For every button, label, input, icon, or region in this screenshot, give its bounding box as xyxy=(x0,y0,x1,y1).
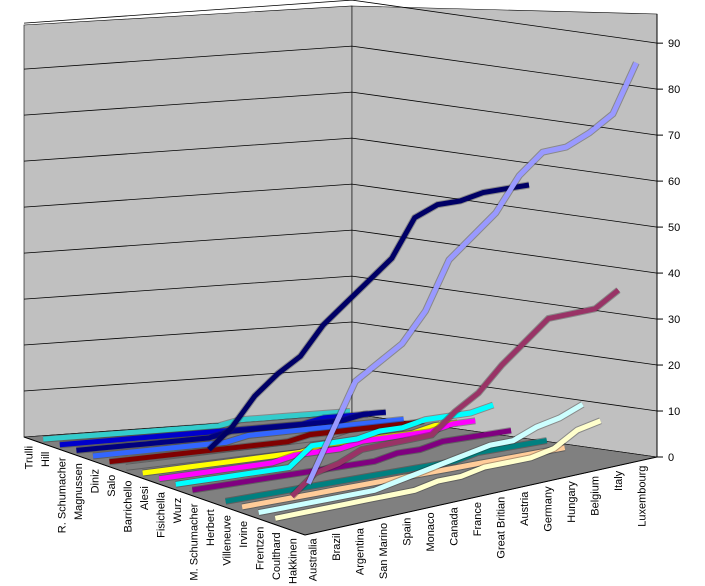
series-ribbon-hakkinen xyxy=(305,61,640,486)
driver-label: M. Schumacher xyxy=(189,503,201,580)
driver-label: Hill xyxy=(40,452,52,467)
category-label: Spain xyxy=(402,518,414,546)
series-line xyxy=(92,416,404,459)
category-label: Great Britian xyxy=(495,497,507,559)
category-label: Luxembourg xyxy=(636,466,648,527)
series-ribbon-trulli xyxy=(42,408,351,443)
series-ribbon-herbert xyxy=(224,437,548,505)
driver-label: Frentzen xyxy=(255,527,267,570)
series-ribbon-hill xyxy=(59,410,369,449)
series-line xyxy=(225,438,548,504)
series-line xyxy=(43,409,351,442)
driver-label: Alesi xyxy=(139,486,151,510)
gridline xyxy=(23,321,658,366)
value-tick-label: 80 xyxy=(668,84,680,96)
series-line xyxy=(290,288,620,499)
series-line xyxy=(258,402,584,516)
driver-label: Coulthard xyxy=(271,532,283,580)
gridline xyxy=(23,275,658,320)
gridline xyxy=(23,91,658,136)
value-tick-label: 0 xyxy=(668,452,674,464)
value-axis: 0 10 20 30 40 50 60 70 80 90 xyxy=(656,14,680,464)
value-tick-label: 70 xyxy=(668,130,680,142)
category-label: Canada xyxy=(449,506,461,545)
series-layer xyxy=(42,61,640,522)
category-label: Belgium xyxy=(589,476,601,516)
driver-label: Trulli xyxy=(23,446,35,469)
category-axis-line xyxy=(304,456,658,536)
category-label: Hungary xyxy=(566,481,578,523)
gridline xyxy=(23,0,658,44)
series-ribbon-magnussen xyxy=(92,415,405,460)
gridline xyxy=(23,45,658,90)
driver-label: Magnussen xyxy=(73,463,85,520)
series-line xyxy=(192,428,512,493)
series-line xyxy=(158,418,476,482)
driver-label: Irvine xyxy=(238,521,250,548)
category-label: San Marino xyxy=(378,523,390,579)
series-axis-line xyxy=(23,436,306,536)
series-line xyxy=(207,182,530,452)
category-label: Germany xyxy=(542,486,554,532)
value-tick-label: 50 xyxy=(668,222,680,234)
value-tick-label: 10 xyxy=(668,406,680,418)
gridline xyxy=(23,183,658,228)
gridline xyxy=(23,367,658,412)
driver-label: Barrichello xyxy=(122,480,134,532)
series-ribbon-fisichella xyxy=(175,401,495,488)
category-label: France xyxy=(472,502,484,536)
category-label: Brazil xyxy=(331,533,343,561)
driver-label: Hakkinen xyxy=(288,538,300,584)
category-label: Australia xyxy=(308,538,320,582)
category-label: Austria xyxy=(519,491,531,526)
value-tick-label: 60 xyxy=(668,176,680,188)
gridlines xyxy=(23,0,658,412)
driver-label: Wurz xyxy=(172,498,184,523)
series-line xyxy=(175,402,495,487)
driver-label: Fisichella xyxy=(156,491,168,538)
series-ribbon-irvine xyxy=(258,401,585,517)
driver-label: Villeneuve xyxy=(222,515,234,566)
series-axis: Trulli Hill R. Schumacher Magnussen Diniz Sal… xyxy=(23,436,306,584)
series-line xyxy=(59,411,369,448)
series-ribbon-alesi xyxy=(158,417,476,483)
category-axis: Australia Brazil Argentina San Marino Spain M… xyxy=(304,456,658,582)
category-label: Italy xyxy=(613,470,625,491)
value-tick-label: 90 xyxy=(668,38,680,50)
series-ribbon-m-schumacher xyxy=(206,181,530,453)
series-ribbon-wurz xyxy=(191,427,512,494)
series-line xyxy=(306,61,639,485)
driver-label: Diniz xyxy=(89,469,101,493)
category-label: Argentina xyxy=(355,527,367,575)
series-ribbon-frentzen xyxy=(274,417,602,522)
value-tick-label: 30 xyxy=(668,314,680,326)
driver-label: Herbert xyxy=(205,509,217,546)
series-ribbon-diniz xyxy=(109,418,422,466)
value-tick-label: 40 xyxy=(668,268,680,280)
chart-walls xyxy=(23,5,658,458)
series-ribbon-coulthard xyxy=(289,287,621,499)
category-label: Monaco xyxy=(425,512,437,551)
back-wall-left xyxy=(23,5,353,438)
value-tick-label: 20 xyxy=(668,360,680,372)
driver-label: Salo xyxy=(106,475,118,497)
series-line xyxy=(109,419,422,465)
gridline xyxy=(23,229,658,274)
driver-label: R. Schumacher xyxy=(56,457,68,533)
gridline xyxy=(23,137,658,182)
series-line xyxy=(274,418,602,521)
